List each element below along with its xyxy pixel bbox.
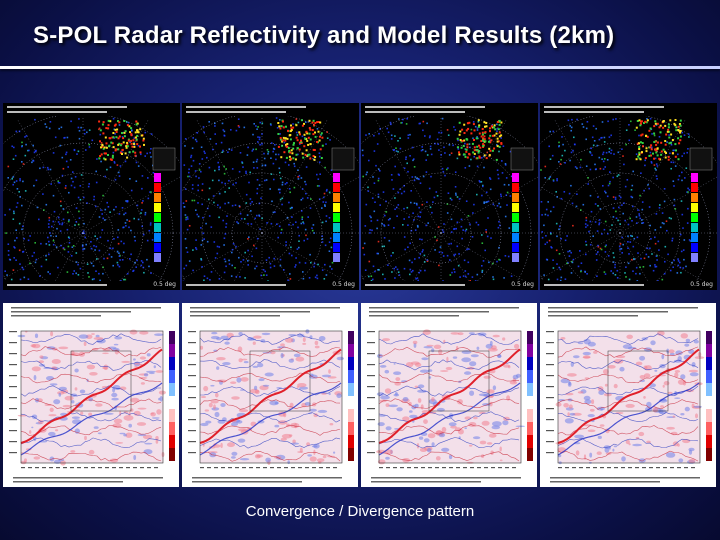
- radar-image-3: 0.5 deg: [361, 103, 538, 290]
- model-image-row: [3, 303, 717, 487]
- slide-caption: Convergence / Divergence pattern: [245, 503, 475, 520]
- slide-title: S-POL Radar Reflectivity and Model Resul…: [33, 22, 615, 49]
- radar-elevation-label: 0.5 deg: [332, 281, 355, 288]
- radar-image-row: 0.5 deg 0.5 deg 0.5 deg 0.5 deg: [3, 103, 717, 290]
- radar-elevation-label: 0.5 deg: [511, 281, 534, 288]
- radar-image-1: 0.5 deg: [3, 103, 180, 290]
- radar-image-2: 0.5 deg: [182, 103, 359, 290]
- model-image-2: [182, 303, 358, 487]
- radar-elevation-label: 0.5 deg: [153, 281, 176, 288]
- radar-image-4: 0.5 deg: [540, 103, 717, 290]
- model-image-4: [540, 303, 716, 487]
- model-image-1: [3, 303, 179, 487]
- radar-elevation-label: 0.5 deg: [690, 281, 713, 288]
- model-image-3: [361, 303, 537, 487]
- title-underline: [0, 66, 720, 69]
